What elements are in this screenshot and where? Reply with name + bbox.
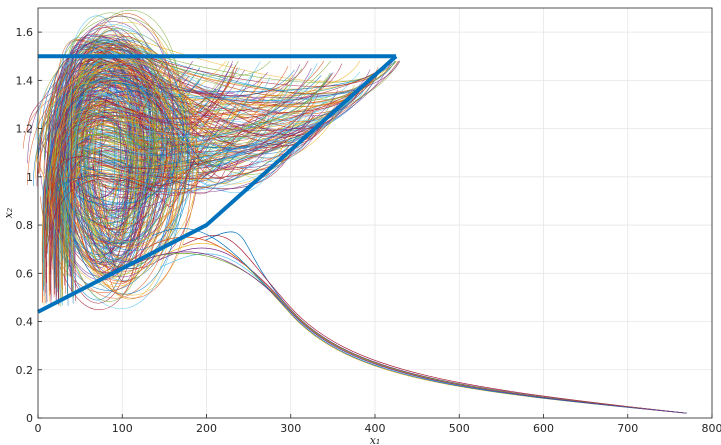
trajectory	[72, 66, 289, 275]
trajectory	[57, 61, 192, 248]
trajectory	[52, 111, 224, 248]
trajectory	[75, 53, 156, 268]
trajectory	[77, 61, 121, 250]
trajectory	[50, 86, 266, 300]
trajectory	[45, 72, 331, 246]
x-tick-label: 700	[617, 422, 638, 435]
y-tick-label: 0	[26, 412, 33, 425]
x-tick-label: 0	[35, 422, 42, 435]
trajectory	[65, 43, 362, 233]
y-tick-label: 0.2	[16, 364, 34, 377]
trajectory	[67, 106, 187, 220]
escaping-trajectory	[159, 253, 687, 414]
trajectory	[43, 92, 268, 247]
escaping-trajectories	[122, 228, 687, 414]
escaping-trajectory	[182, 235, 687, 414]
y-tick-label: 1.2	[16, 123, 34, 136]
trajectory	[101, 59, 145, 283]
trajectory	[74, 94, 129, 206]
y-tick-label: 1.4	[16, 74, 34, 87]
x-tick-label: 800	[702, 422, 721, 435]
trajectory	[59, 107, 127, 260]
trajectory	[43, 89, 289, 273]
trajectory	[66, 59, 186, 243]
trajectory	[54, 39, 258, 220]
x-tick-label: 600	[533, 422, 554, 435]
trajectory	[50, 115, 193, 209]
trajectory	[71, 33, 319, 210]
y-ticks: 0 0.2 0.4 0.6 0.8 1 1.2 1.4 1.6	[16, 26, 42, 425]
y-tick-label: 0.8	[16, 219, 34, 232]
trajectory	[87, 115, 147, 219]
trajectory	[90, 103, 139, 216]
x-tick-label: 500	[449, 422, 470, 435]
trajectory	[68, 61, 391, 267]
boundary-lower-edge	[37, 54, 398, 314]
trajectory	[61, 80, 369, 261]
trajectory	[60, 77, 327, 215]
trajectory	[43, 89, 359, 296]
x-axis-label: x₁	[370, 434, 381, 445]
y-tick-label: 0.4	[16, 316, 34, 329]
escaping-trajectory	[132, 251, 687, 414]
escaping-trajectory	[205, 231, 687, 414]
trajectory	[46, 94, 324, 303]
y-tick-label: 1	[26, 171, 33, 184]
x-tick-label: 300	[280, 422, 301, 435]
trajectory	[50, 49, 151, 249]
trajectory	[53, 37, 157, 220]
trajectory	[52, 119, 208, 211]
trajectory	[94, 59, 143, 295]
trajectory	[57, 42, 275, 230]
trajectory	[67, 79, 175, 219]
trajectory	[68, 38, 357, 214]
trajectory	[61, 133, 284, 302]
x-tick-label: 200	[196, 422, 217, 435]
trajectory	[50, 83, 175, 244]
trajectory	[57, 44, 154, 250]
x-tick-label: 100	[112, 422, 133, 435]
trajectory	[74, 28, 157, 228]
trajectory	[58, 60, 230, 228]
trajectory	[74, 85, 122, 268]
trajectory	[49, 107, 239, 205]
y-axis-label: x₂	[2, 208, 15, 219]
trajectory	[58, 72, 332, 213]
y-tick-label: 0.6	[16, 267, 34, 280]
escaping-trajectory	[158, 247, 687, 414]
trajectory	[60, 45, 194, 299]
boundary	[37, 54, 398, 314]
x-ticks: 0 100 200 300 400 500 600 700 800	[35, 414, 721, 435]
trajectory	[59, 64, 236, 233]
trajectory	[53, 46, 198, 296]
trajectory	[53, 121, 230, 207]
trajectory	[55, 72, 237, 283]
trajectory	[72, 86, 321, 299]
escaping-trajectory	[122, 253, 687, 414]
y-tick-label: 1.6	[16, 26, 34, 39]
x-tick-label: 400	[365, 422, 386, 435]
trajectory	[71, 69, 382, 208]
escaping-trajectory	[151, 228, 687, 414]
trajectory	[48, 91, 357, 302]
